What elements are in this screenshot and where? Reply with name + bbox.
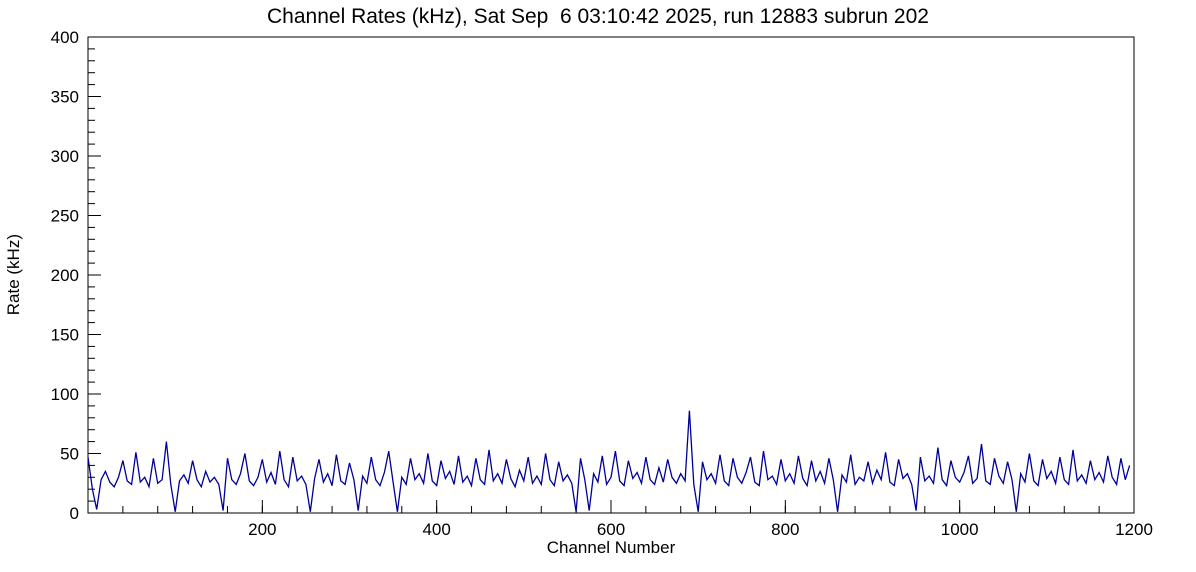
x-axis-label: Channel Number — [546, 538, 676, 557]
data-line — [87, 410, 1131, 512]
y-tick-label: 300 — [51, 147, 79, 166]
y-tick-label: 400 — [51, 28, 79, 47]
y-tick-label: 350 — [51, 88, 79, 107]
plot-frame — [87, 36, 1135, 514]
y-tick-label: 250 — [51, 207, 79, 226]
y-tick-label: 200 — [51, 266, 79, 285]
x-tick-label: 600 — [597, 520, 625, 539]
y-axis-label-wrap: Rate (kHz) — [4, 37, 24, 513]
x-tick-label: 800 — [771, 520, 799, 539]
y-tick-label: 150 — [51, 326, 79, 345]
y-tick-label: 0 — [70, 504, 79, 523]
x-tick-label: 1000 — [941, 520, 979, 539]
y-axis-label: Rate (kHz) — [4, 234, 23, 316]
y-tick-label: 100 — [51, 385, 79, 404]
x-tick-label: 200 — [248, 520, 276, 539]
y-tick-label: 50 — [60, 445, 79, 464]
chart-title: Channel Rates (kHz), Sat Sep 6 03:10:42 … — [267, 5, 929, 28]
x-tick-label: 1200 — [1115, 520, 1153, 539]
x-tick-label: 400 — [422, 520, 450, 539]
